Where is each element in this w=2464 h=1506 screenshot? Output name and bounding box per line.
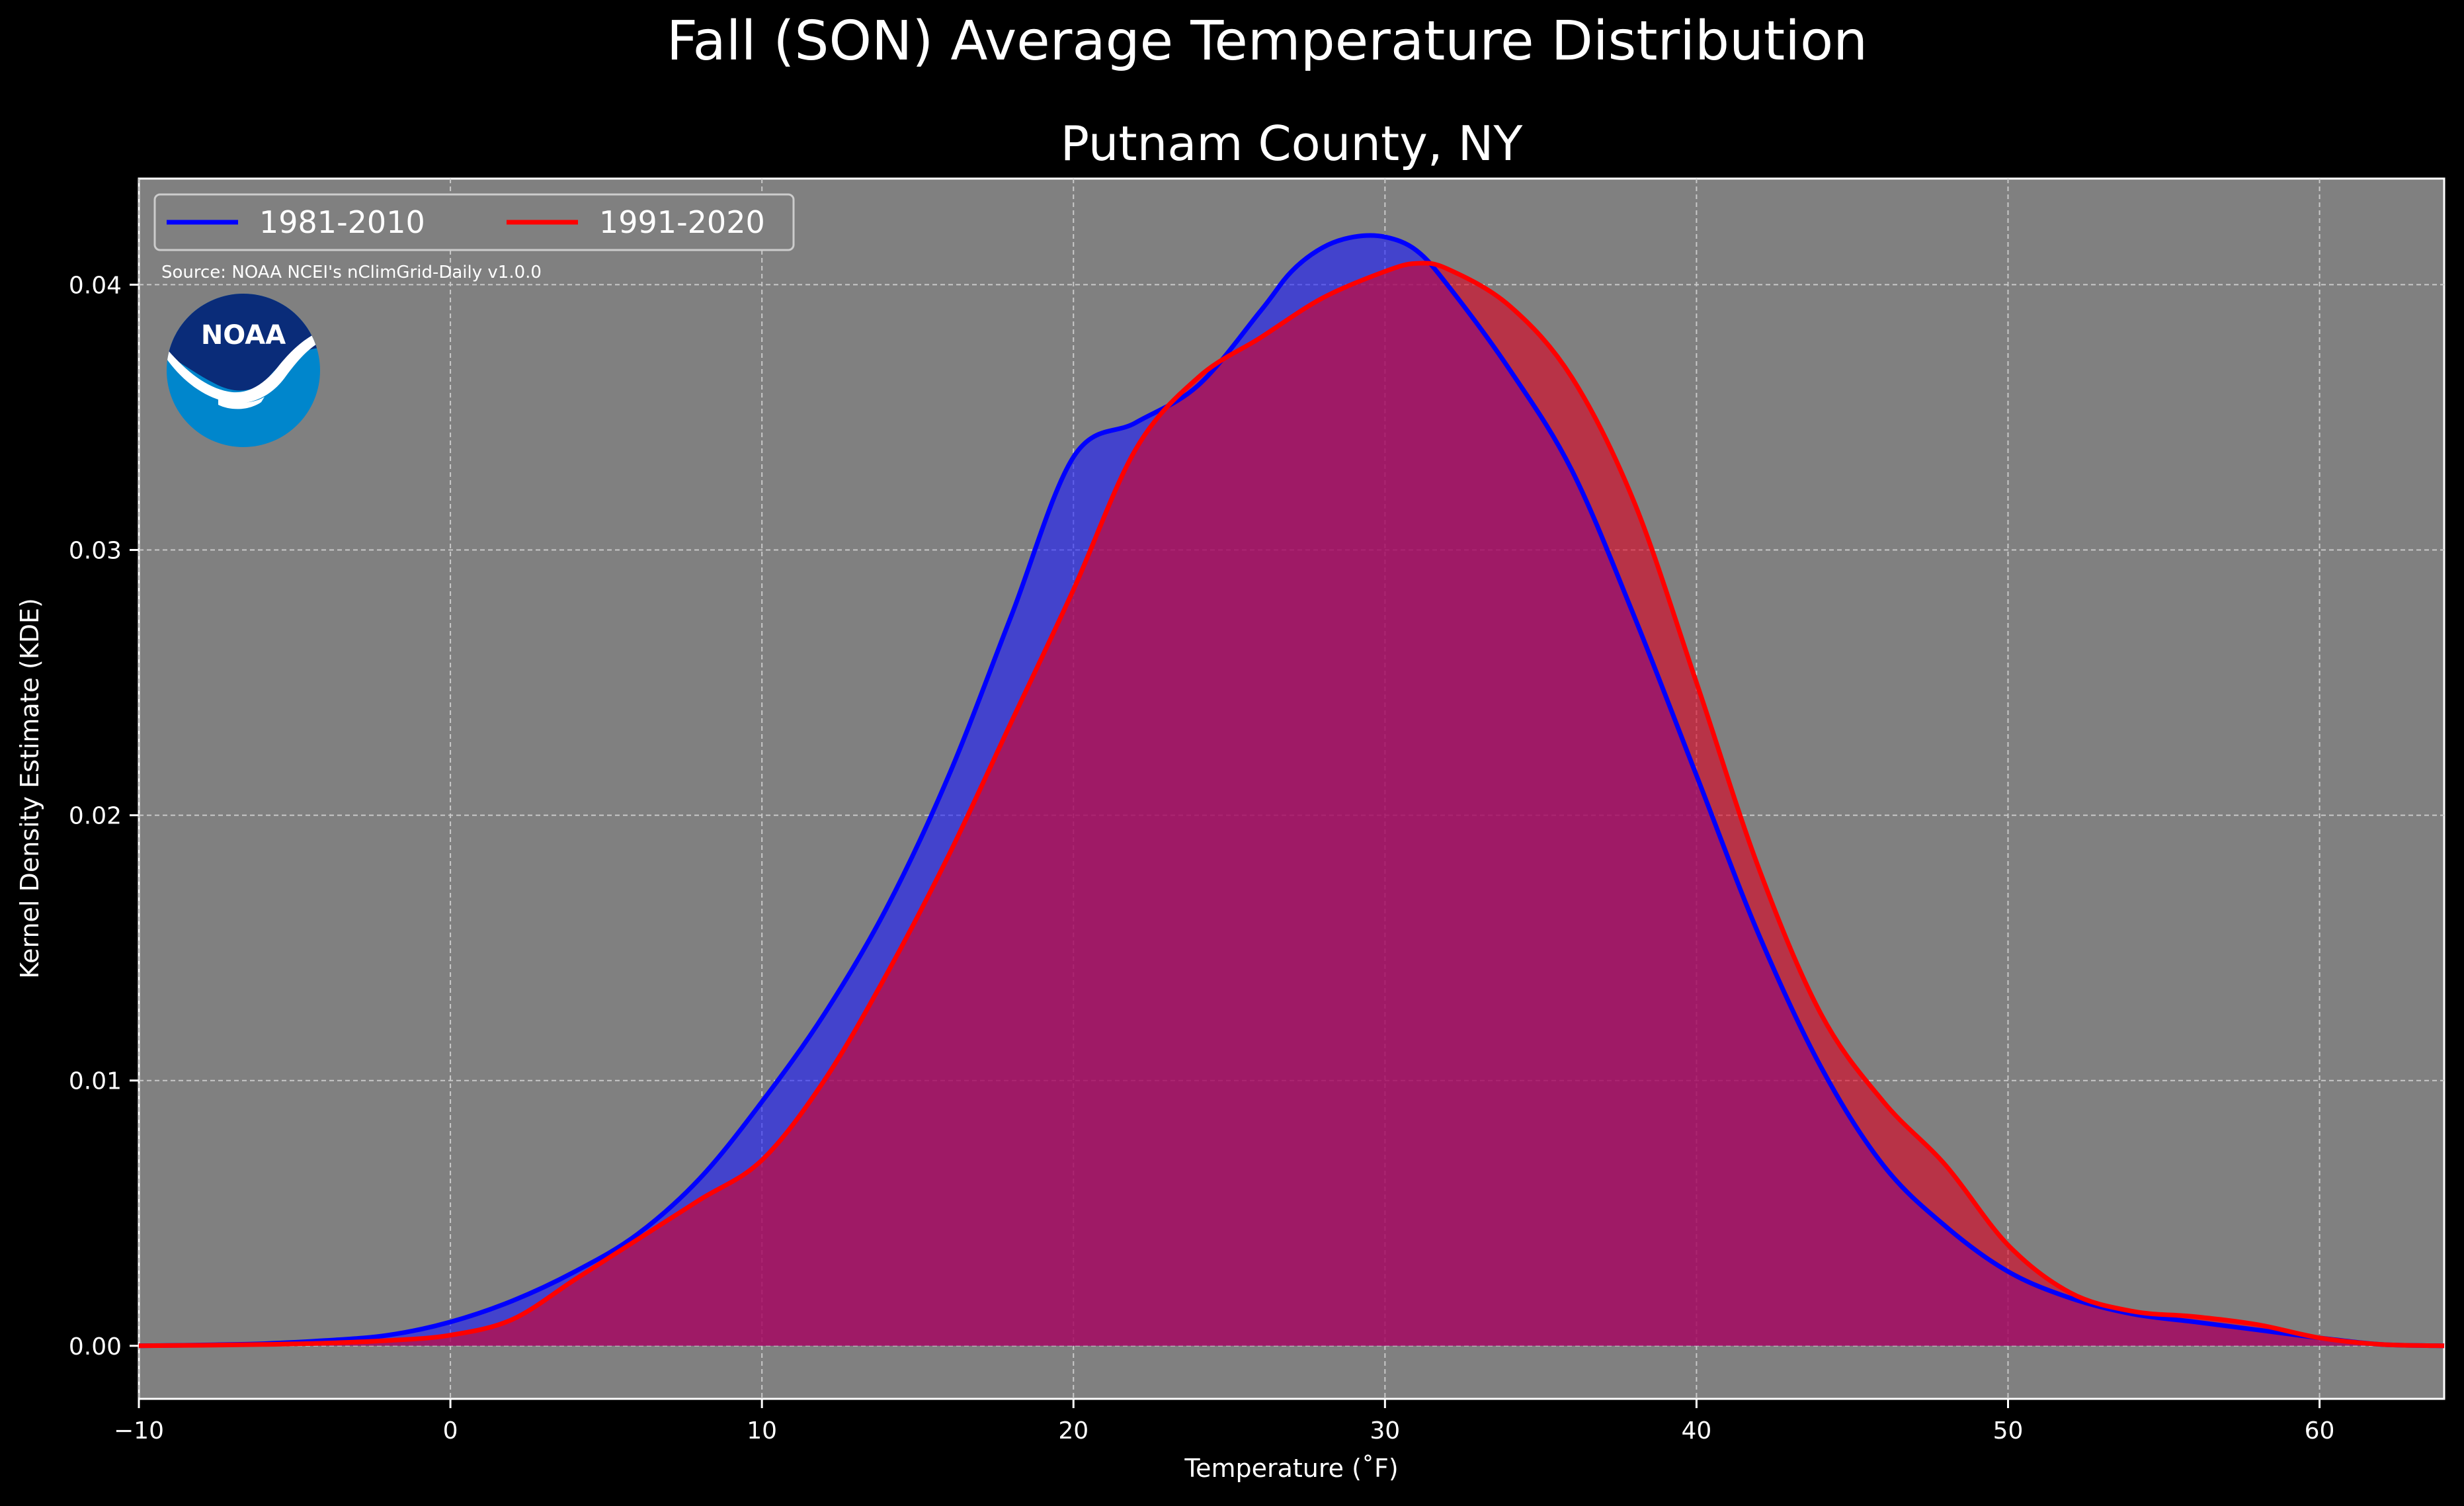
x-axis-ticks: −10 0 10 20 30 40 50 60 [114, 1399, 2334, 1444]
noaa-logo-text: NOAA [201, 320, 286, 351]
x-tick-label: 10 [747, 1417, 777, 1444]
noaa-logo: NOAA [167, 294, 320, 447]
y-tick-label: 0.03 [69, 538, 122, 565]
x-tick-label: 50 [1993, 1417, 2024, 1444]
x-axis-label: Temperature (˚F) [1184, 1454, 1398, 1483]
y-tick-label: 0.02 [69, 803, 122, 830]
x-tick-label: 30 [1370, 1417, 1400, 1444]
series-area-1991-2020 [139, 263, 2444, 1346]
x-tick-label: 60 [2305, 1417, 2335, 1444]
x-tick-label: 40 [1681, 1417, 1711, 1444]
chart-title: Fall (SON) Average Temperature Distribut… [667, 10, 1868, 73]
y-axis-ticks: 0.00 0.01 0.02 0.03 0.04 [69, 272, 139, 1360]
source-annotation: Source: NOAA NCEI's nClimGrid-Daily v1.0… [161, 263, 542, 282]
y-tick-label: 0.04 [69, 272, 122, 299]
x-tick-label: −10 [114, 1417, 164, 1444]
y-tick-label: 0.00 [69, 1333, 122, 1360]
y-axis-label: Kernel Density Estimate (KDE) [15, 598, 44, 979]
legend-box [153, 193, 795, 251]
legend-label-1981-2010: 1981-2010 [259, 204, 425, 240]
x-tick-label: 0 [443, 1417, 458, 1444]
chart-subtitle: Putnam County, NY [1061, 116, 1524, 171]
y-tick-label: 0.01 [69, 1068, 122, 1095]
series-line-1991-2020 [138, 261, 2445, 1349]
legend: 1981-2010 1991-2020 [153, 193, 795, 251]
x-tick-label: 20 [1058, 1417, 1088, 1444]
legend-label-1991-2020: 1991-2020 [599, 204, 765, 240]
series-line-1981-2010 [138, 233, 2445, 1349]
series-layer [138, 233, 2445, 1349]
